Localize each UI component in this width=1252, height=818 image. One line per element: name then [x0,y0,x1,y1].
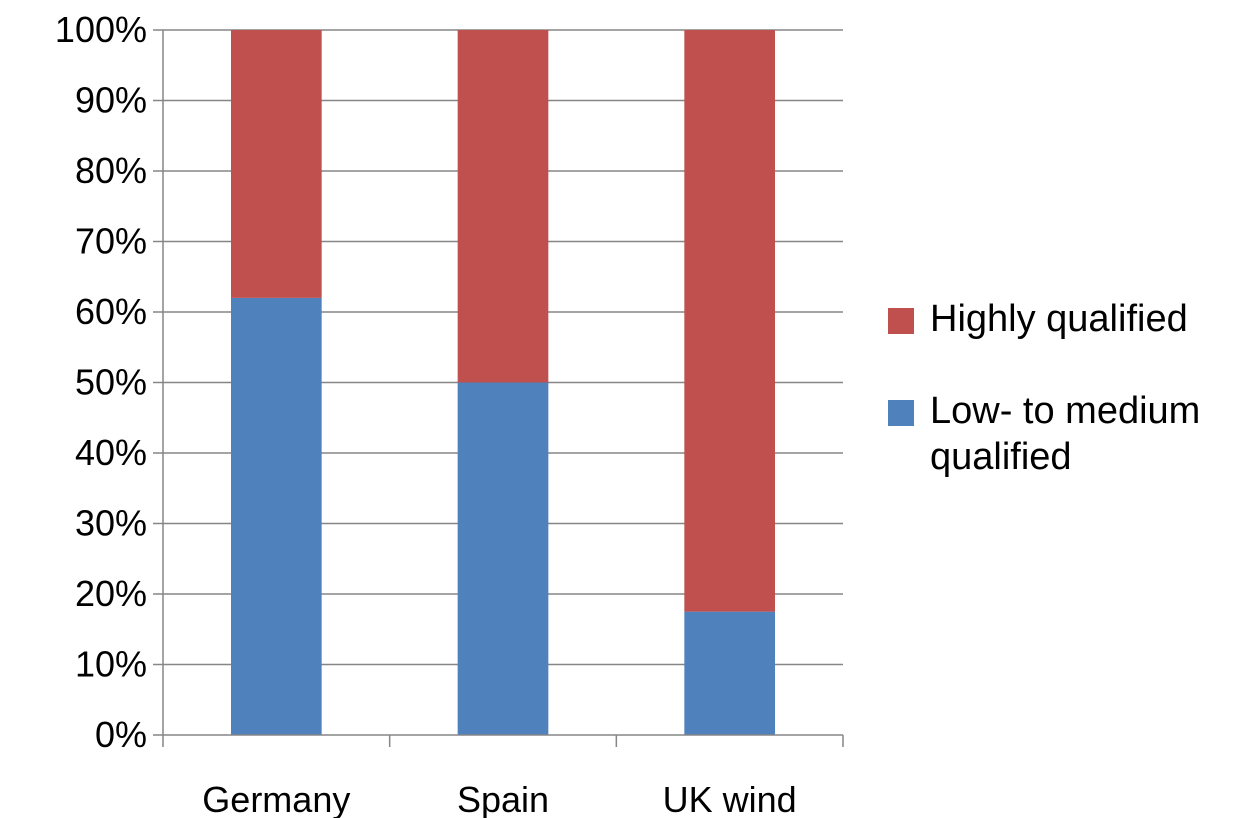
x-tick-label-germany: Germany [202,779,350,818]
y-tick-label-0: 0% [95,714,147,755]
bar-germany-highly-qualified [231,30,322,298]
y-tick-label-10: 10% [75,644,147,685]
bar-uk-wind-highly-qualified [684,30,775,612]
legend-label-low-to-medium-qualified: Low- to medium qualified [930,390,1201,478]
legend: Highly qualified Low- to medium qualifie… [888,296,1248,526]
legend-item-highly-qualified: Highly qualified [888,296,1248,342]
bar-spain-highly-qualified [457,30,549,383]
y-tick-label-60: 60% [75,291,147,332]
y-tick-label-80: 80% [75,150,147,191]
bar-germany-low-to-medium-qualified [231,297,322,735]
y-tick-label-70: 70% [75,221,147,262]
bar-uk-wind-low-to-medium-qualified [684,611,775,735]
y-tick-label-90: 90% [75,80,147,121]
legend-item-low-to-medium-qualified: Low- to medium qualified [888,388,1248,480]
y-tick-label-100: 100% [55,9,147,50]
x-tick-label-uk-wind: UK wind [663,779,797,818]
x-tick-label-spain: Spain [457,779,549,818]
legend-label-highly-qualified: Highly qualified [930,298,1188,340]
y-tick-label-20: 20% [75,573,147,614]
legend-swatch-low-to-medium-qualified [888,400,914,426]
y-tick-label-30: 30% [75,503,147,544]
y-tick-label-50: 50% [75,362,147,403]
y-tick-label-40: 40% [75,432,147,473]
bar-spain-low-to-medium-qualified [457,382,549,735]
legend-swatch-highly-qualified [888,308,914,334]
